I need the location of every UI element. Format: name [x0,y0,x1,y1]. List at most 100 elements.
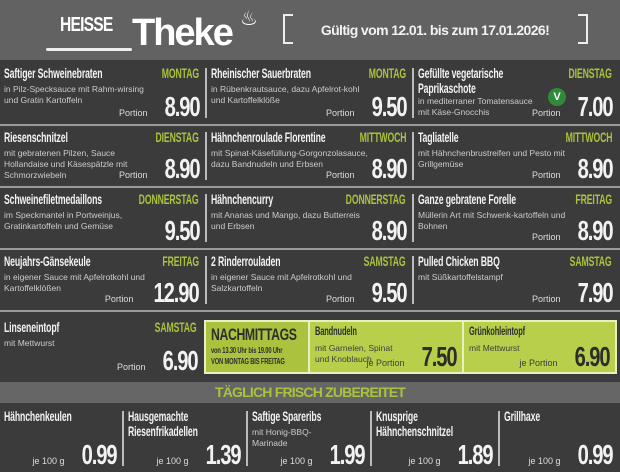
price-unit: je Portion [366,358,405,368]
dish-price: 8.90 [577,153,613,184]
dish-title: Hähnchencurry [211,191,274,207]
item-title: Knusprige Hähnchenschnitzel [376,408,453,439]
dish-day: SAMSTAG [570,253,612,269]
dish-desc: in Pilz-Specksauce mit Rahm-wirsing und … [4,84,144,105]
dish-card: Rheinischer Sauerbraten MONTAG in Rübenkr… [207,62,414,126]
afternoon-time: von 13.30 Uhr bis 19.00 Uhr [211,346,283,355]
dish-desc: in mediterraner Tomatensauce mit Käse-Gn… [418,96,533,117]
dish-title: 2 Rinderrouladen [211,253,281,269]
dish-day: MONTAG [368,65,406,81]
afternoon-item: Grünkohleintopf mit Mettwurst je Portion… [464,322,615,372]
dish-price: 6.90 [162,345,198,376]
dish-card: Ganze gebratene Forelle FREITAG Müllerin … [414,188,620,250]
price-unit: Portion [118,108,148,118]
price-block: Portion 12.90 [104,277,200,308]
price-block: Portion 9.50 [325,92,407,122]
dish-card: Linseneintopf SAMSTAG mit Mettwurst Port… [0,314,205,378]
dish-day: SAMSTAG [364,253,406,269]
price-block: Portion 7.90 [531,277,613,308]
dish-price: 12.90 [153,277,200,308]
price-block: Portion 8.90 [532,215,613,246]
vegetarian-badge: V [548,88,566,106]
item-title: Hausgemachte Riesenfrikadellen [128,408,198,439]
price-unit: Portion [104,294,134,304]
price-block: Portion 8.90 [532,153,613,184]
dish-title: Ganze gebratene Forelle [418,191,516,207]
dish-card: 2 Rinderrouladen SAMSTAG in eigener Sauce… [207,250,414,312]
price-block: 8.90 [358,216,407,246]
dish-day: DIENSTAG [155,129,199,145]
dish-day: FREITAG [575,191,612,207]
afternoon-item: Bandnudeln mit Garnelen, Spinat und Knob… [310,322,464,372]
dish-title: Schweinefiletmedaillons [4,191,102,207]
dish-desc: in eigener Sauce mit Apfelrotkohl und Ka… [4,272,145,293]
dish-desc: mit Hähnchenbrustreifen und Pesto mit Gr… [418,148,565,169]
dish-desc: mit Mettwurst [4,338,55,348]
dish-card: Riesenschnitzel DIENSTAG mit gebratenen P… [0,126,207,188]
daily-item: Saftige Spareribs mit Honig-BBQ-Marinade… [248,405,372,472]
logo-top: HEISSE [60,14,113,36]
afternoon-days: VON MONTAG BIS FREITAG [211,357,285,366]
dish-desc: mit Spinat-Käsefüllung-Gorgonzolasauce, … [211,148,368,169]
fork-icon [46,48,132,51]
dish-day: DONNERSTAG [346,191,406,207]
price-block: je 100 g 0.99 [32,440,117,470]
dish-card: Pulled Chicken BBQ SAMSTAG mit Süßkartoff… [414,250,620,312]
dish-price: 9.50 [164,215,200,246]
dish-price: 9.50 [371,277,407,308]
dish-day: DIENSTAG [568,65,612,81]
dish-card: Hähnchencurry DONNERSTAG mit Ananas und M… [207,188,414,250]
dish-title: Neujahrs-Gänsekeule [4,253,91,269]
price-unit: Portion [531,294,561,304]
daily-item: Knusprige Hähnchenschnitzel je 100 g 1.89 [372,405,500,472]
dish-grid: Saftiger Schweinebraten MONTAG in Pilz-Sp… [0,62,620,312]
dish-title: Riesenschnitzel [4,129,68,145]
dish-desc: mit gebratenen Pilzen, Sauce Hollandaise… [4,148,128,180]
dish-card: Saftiger Schweinebraten MONTAG in Pilz-Sp… [0,62,207,126]
bracket-left [283,14,293,44]
dish-day: SAMSTAG [155,319,197,335]
price-block: Portion 8.90 [118,92,200,122]
item-price: 1.99 [329,439,365,470]
dish-title: Pulled Chicken BBQ [418,253,500,269]
price-unit: Portion [116,362,146,372]
price-block: je 100 g 1.89 [408,440,493,470]
item-title: Saftige Spareribs [252,408,322,424]
dish-price: 6.90 [574,341,610,372]
dish-price: 7.50 [421,341,457,372]
dish-desc: mit Süßkartoffelstampf [418,272,503,282]
price-unit: je 100 g [408,456,441,466]
dish-title: Tagliatelle [418,129,459,145]
dish-price: 7.00 [577,91,613,122]
price-unit: Portion [325,170,355,180]
validity-text: Gültig vom 12.01. bis zum 17.01.2026! [320,22,550,38]
dish-title: Grünkohleintopf [469,324,526,338]
dish-card: Gefüllte vegetarische Paprikaschote DIENS… [414,62,620,126]
price-unit: Portion [325,108,355,118]
dish-day: MONTAG [161,65,199,81]
dish-day: MITTWOCH [565,129,612,145]
dish-price: 8.90 [371,215,407,246]
dish-price: 8.90 [164,153,200,184]
dish-card: Tagliatelle MITTWOCH mit Hähnchenbrustrei… [414,126,620,188]
dish-title: Gefüllte vegetarische Paprikaschote [418,65,504,96]
item-desc: mit Honig-BBQ-Marinade [252,427,312,448]
dish-desc: in Rübenkrautsauce, dazu Apfelrot-kohl u… [211,84,360,105]
price-block: Portion 8.90 [325,154,407,184]
daily-item: Grillhaxe je 100 g 0.99 [500,405,620,472]
dish-title: Saftiger Schweinebraten [4,65,103,81]
dish-price: 8.90 [577,215,613,246]
dish-card: Hähnchenroulade Florentine MITTWOCH mit S… [207,126,414,188]
dish-price: 7.90 [577,277,613,308]
daily-items: Hähnchenkeulen je 100 g 0.99 Hausgemachte… [0,405,620,472]
price-unit: je 100 g [156,456,189,466]
price-unit: Portion [531,108,561,118]
dish-desc: im Speckmantel in Portweinjus, Gratinkar… [4,210,123,231]
price-unit: je Portion [519,358,558,368]
bracket-right [578,14,588,44]
dish-title: Bandnudeln [315,324,357,338]
dish-day: FREITAG [162,253,199,269]
price-unit: je 100 g [32,456,65,466]
dish-desc: mit Ananas und Mango, dazu Butterreis un… [211,210,360,231]
price-block: Portion 6.90 [116,345,198,376]
